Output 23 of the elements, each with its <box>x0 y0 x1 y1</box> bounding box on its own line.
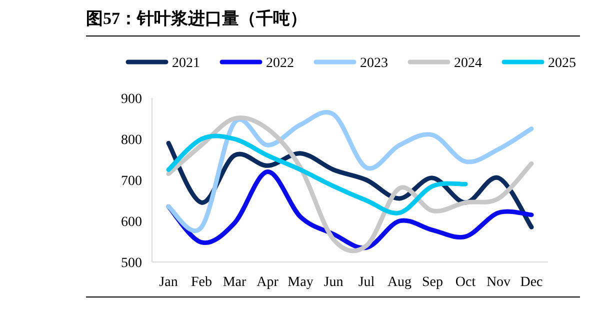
legend-label: 2022 <box>266 56 294 71</box>
x-tick-label: May <box>288 275 314 290</box>
x-tick-label: Oct <box>455 275 476 290</box>
legend-label: 2024 <box>454 56 482 71</box>
x-tick-label: Mar <box>222 275 246 290</box>
legend-label: 2023 <box>360 56 388 71</box>
x-tick-label: Jul <box>358 275 375 290</box>
y-tick-label: 500 <box>121 256 142 271</box>
x-tick-label: Nov <box>486 275 511 290</box>
x-tick-label: Dec <box>520 275 543 290</box>
legend-label: 2025 <box>548 56 576 71</box>
y-tick-label: 800 <box>121 133 142 148</box>
x-tick-label: Aug <box>387 275 412 290</box>
y-tick-label: 900 <box>121 92 142 107</box>
x-tick-label: Feb <box>191 275 212 290</box>
legend-label: 2021 <box>172 56 200 71</box>
y-tick-label: 600 <box>121 215 142 230</box>
x-tick-label: Jan <box>159 275 178 290</box>
x-tick-label: Sep <box>422 275 443 290</box>
x-tick-label: Jun <box>324 275 344 290</box>
title: 图57：针叶浆进口量（千吨） <box>86 9 307 28</box>
x-tick-label: Apr <box>256 275 279 290</box>
y-tick-label: 700 <box>121 174 142 189</box>
